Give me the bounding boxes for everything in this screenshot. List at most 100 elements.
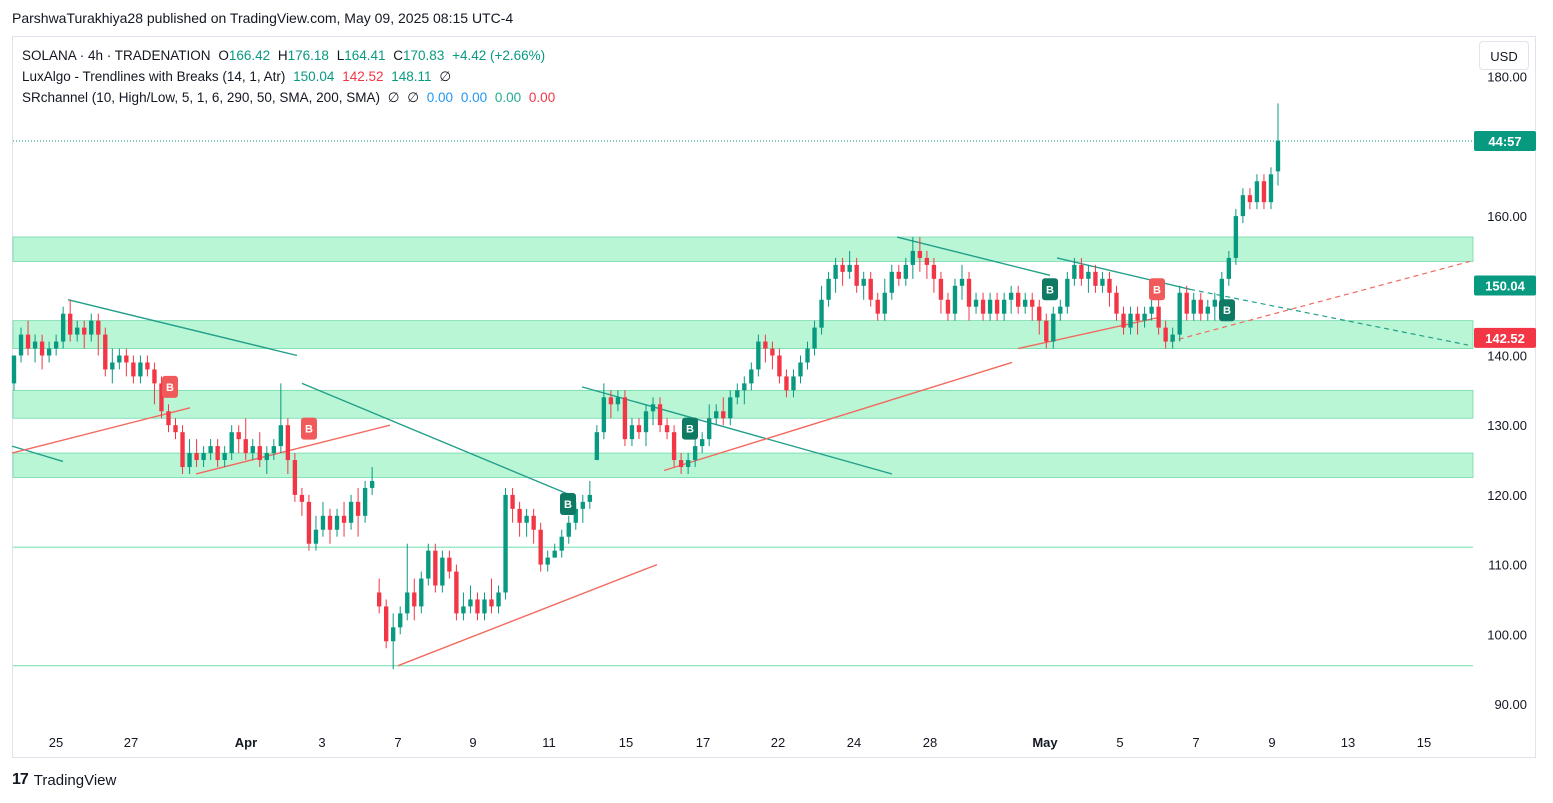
candle-body xyxy=(75,327,80,335)
candle xyxy=(917,237,923,272)
candle xyxy=(896,264,901,286)
indicator-name: LuxAlgo - Trendlines with Breaks (14, 1,… xyxy=(22,69,286,84)
candle xyxy=(306,494,312,551)
legend-indicator-srchannel[interactable]: SRchannel (10, High/Low, 5, 1, 6, 290, 5… xyxy=(22,87,559,108)
candle xyxy=(538,522,543,572)
candlesticks xyxy=(11,103,1281,670)
candle-body xyxy=(117,355,122,363)
candle-body xyxy=(615,397,621,405)
candle-body xyxy=(721,411,726,419)
candle xyxy=(636,418,642,440)
candle xyxy=(959,264,965,300)
price-tag-label: 142.52 xyxy=(1485,331,1525,346)
price-tick-label: 110.00 xyxy=(1488,558,1527,573)
symbol-label[interactable]: SOLANA · 4h · TRADENATION xyxy=(22,48,211,63)
candle xyxy=(496,585,501,614)
candle-body xyxy=(110,362,115,370)
candle-body xyxy=(1198,299,1203,314)
candle-body xyxy=(756,341,761,370)
candle xyxy=(552,543,557,558)
candle-body xyxy=(545,557,550,565)
candle xyxy=(1058,299,1063,321)
price-tag-box xyxy=(1474,275,1536,296)
candle-body xyxy=(348,501,354,523)
candle xyxy=(68,299,73,342)
currency-button[interactable]: USD xyxy=(1479,41,1529,70)
candle-body xyxy=(271,446,276,454)
candle xyxy=(594,425,600,461)
candle xyxy=(89,313,94,342)
candle xyxy=(685,453,691,474)
candle xyxy=(1233,209,1239,265)
candle-body xyxy=(1205,306,1210,314)
candle xyxy=(735,383,740,405)
time-tick-label: 7 xyxy=(1192,735,1199,750)
support-trendline xyxy=(663,361,1013,472)
candle-body xyxy=(671,432,677,461)
candle xyxy=(770,341,775,370)
indicator-value: 150.04 xyxy=(293,69,335,84)
candle-body xyxy=(187,453,192,468)
candle-body xyxy=(903,264,908,279)
candle xyxy=(250,439,255,461)
candle-body xyxy=(194,453,199,461)
candle xyxy=(643,404,649,447)
candle-body xyxy=(419,578,424,607)
candle xyxy=(664,418,670,440)
candle-body xyxy=(636,425,642,433)
candle-body xyxy=(53,341,59,349)
candle xyxy=(756,334,761,377)
candle xyxy=(180,425,185,474)
time-tick-label: 24 xyxy=(847,735,861,750)
candle-body xyxy=(517,508,522,523)
candle-body xyxy=(1051,313,1056,342)
candle-body xyxy=(805,348,810,363)
candle xyxy=(1051,306,1056,349)
candle-body xyxy=(1233,216,1239,258)
candle xyxy=(524,508,529,537)
candle xyxy=(742,376,747,405)
signal-label: B xyxy=(686,424,694,436)
candle-body xyxy=(1170,334,1175,342)
candle-body xyxy=(854,264,859,286)
candle-body xyxy=(362,487,368,516)
candle xyxy=(1275,103,1281,186)
candle-body xyxy=(973,299,979,307)
candle-body xyxy=(39,341,45,356)
time-tick-label: 25 xyxy=(49,735,63,750)
candle-body xyxy=(152,369,157,384)
candle xyxy=(271,439,276,461)
candle xyxy=(545,550,550,572)
candle xyxy=(924,250,930,279)
candle-body xyxy=(692,446,698,461)
candle-body xyxy=(559,536,564,551)
candle-body xyxy=(1016,292,1021,307)
candle-body xyxy=(791,376,796,391)
candle xyxy=(1023,292,1028,314)
candle-body xyxy=(1247,195,1253,203)
candle xyxy=(1121,306,1126,335)
candle xyxy=(763,334,768,363)
price-tag: 150.04 xyxy=(1474,275,1536,296)
tradingview-brand[interactable]: 17 TradingView xyxy=(12,771,116,789)
candle-body xyxy=(145,362,150,370)
candle xyxy=(384,599,389,649)
candle xyxy=(1008,285,1014,314)
time-tick-label: 27 xyxy=(124,735,138,750)
candle-body xyxy=(966,278,972,307)
candle xyxy=(1072,257,1077,286)
candle xyxy=(398,606,403,635)
break-signals: B B B B B B B xyxy=(162,278,1235,515)
low-label: L xyxy=(336,48,345,63)
candle-body xyxy=(847,264,852,272)
candle xyxy=(46,341,52,363)
candle-body xyxy=(201,453,206,461)
candle-body xyxy=(159,383,164,412)
candle xyxy=(110,348,115,384)
candle xyxy=(313,515,319,551)
candle-body xyxy=(573,508,578,523)
legend-indicator-trendlines[interactable]: LuxAlgo - Trendlines with Breaks (14, 1,… xyxy=(22,66,559,87)
candle-body xyxy=(355,501,361,516)
candle-body xyxy=(334,515,340,530)
